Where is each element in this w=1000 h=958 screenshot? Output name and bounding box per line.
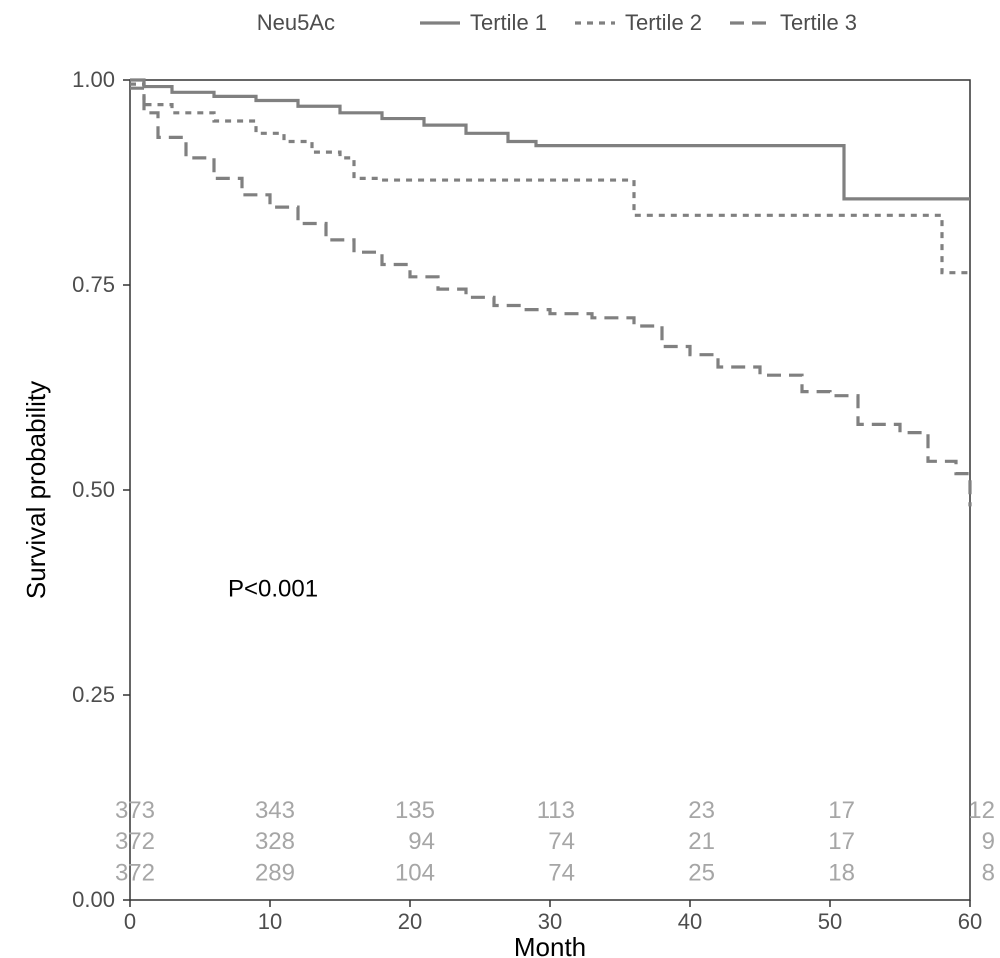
risk-table-cell: 135 [395, 797, 435, 824]
y-tick-label: 1.00 [72, 67, 115, 92]
x-tick-label: 60 [958, 909, 982, 934]
risk-table-cell: 113 [537, 797, 575, 824]
risk-table-cell: 289 [255, 859, 295, 886]
legend-label-3: Tertile 3 [780, 10, 857, 35]
y-tick-label: 0.75 [72, 272, 115, 297]
legend-title: Neu5Ac [257, 10, 335, 35]
risk-table-cell: 343 [255, 797, 295, 824]
risk-table-cell: 18 [828, 859, 855, 886]
y-tick-label: 0.00 [72, 887, 115, 912]
risk-table-cell: 17 [828, 828, 855, 855]
x-tick-label: 20 [398, 909, 422, 934]
chart-svg: 0 10 20 30 40 50 60 0.00 0.25 0.50 0.75 1.00 Month Su… [0, 0, 1000, 958]
y-tick-label: 0.25 [72, 682, 115, 707]
risk-table-cell: 12 [968, 797, 995, 824]
risk-table-cell: 372 [115, 859, 155, 886]
risk-table-cell: 25 [688, 859, 715, 886]
x-tick-label: 0 [124, 909, 136, 934]
risk-table-cell: 8 [982, 859, 995, 886]
plot-panel [130, 80, 970, 900]
risk-table-cell: 104 [395, 859, 435, 886]
risk-table-cell: 94 [408, 828, 435, 855]
x-tick-label: 10 [258, 909, 282, 934]
risk-table-cell: 328 [255, 828, 295, 855]
km-curve-1 [130, 80, 970, 199]
x-tick-label: 50 [818, 909, 842, 934]
x-tick-label: 40 [678, 909, 702, 934]
y-axis-title: Survival probability [21, 381, 51, 599]
x-tick-label: 30 [538, 909, 562, 934]
legend-label-1: Tertile 1 [470, 10, 547, 35]
risk-table-cell: 23 [688, 797, 715, 824]
risk-table-cell: 9 [982, 828, 995, 855]
risk-table-cell: 17 [828, 797, 855, 824]
p-value-label: P<0.001 [228, 576, 318, 603]
x-axis-title: Month [514, 932, 586, 958]
legend-label-2: Tertile 2 [625, 10, 702, 35]
km-survival-chart: 0 10 20 30 40 50 60 0.00 0.25 0.50 0.75 1.00 Month Su… [0, 0, 1000, 958]
y-tick-label: 0.50 [72, 477, 115, 502]
risk-table-cell: 372 [115, 828, 155, 855]
risk-table-cell: 74 [548, 859, 575, 886]
risk-table-cell: 74 [548, 828, 575, 855]
risk-table-cell: 373 [115, 797, 155, 824]
risk-table-cell: 21 [688, 828, 715, 855]
